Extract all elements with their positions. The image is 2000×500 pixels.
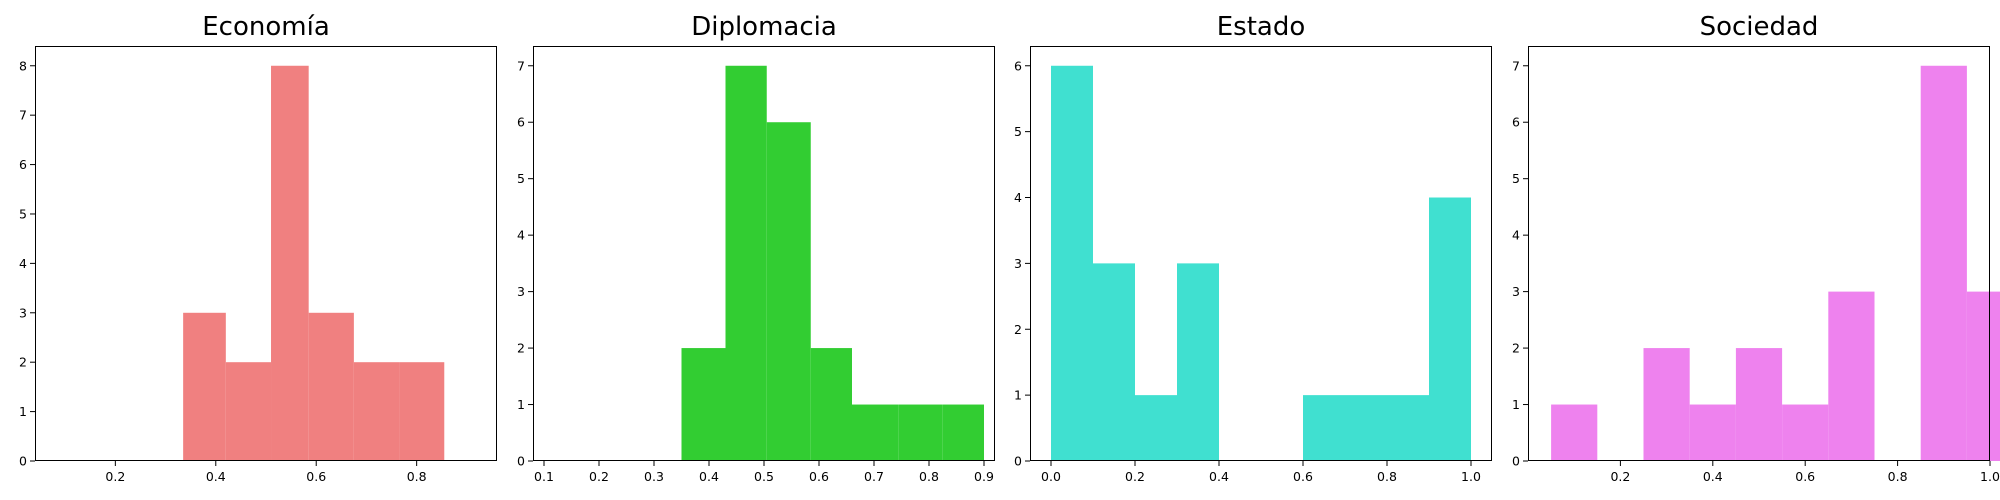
- y-tick-label: 7: [19, 108, 27, 123]
- y-tick-label: 5: [517, 171, 525, 186]
- histogram-bar: [1828, 291, 1875, 461]
- histogram-bar: [898, 404, 943, 461]
- histogram-bar: [852, 404, 899, 461]
- subplot-3: Estado 0.0 0.2 0.4 0.6 0.8 1.0 0 1 2 3 4 5 6: [1014, 12, 1492, 484]
- x-tick-label: 0.6: [1293, 469, 1313, 484]
- axes-frame: [35, 46, 497, 461]
- histogram-bar: [1735, 348, 1783, 461]
- y-tick-label: 0: [517, 454, 525, 469]
- histogram-bar: [399, 362, 445, 461]
- subplot-title: Diplomacia: [691, 12, 837, 42]
- histogram-bar: [1345, 395, 1387, 461]
- x-tick-label: 0.8: [1377, 469, 1397, 484]
- histogram-bar: [1920, 65, 1967, 461]
- y-tick-label: 2: [1512, 341, 1520, 356]
- y-tick-label: 5: [19, 206, 27, 221]
- histogram-bar: [1387, 395, 1429, 461]
- histogram-bar: [308, 312, 354, 461]
- x-tick-label: 0.6: [306, 469, 326, 484]
- histogram-bar: [810, 348, 852, 461]
- x-tick-label: 1.0: [1461, 469, 1481, 484]
- axes-frame: [1528, 46, 1990, 461]
- subplot-title: Economía: [202, 12, 330, 42]
- x-tick-label: 0.0: [1041, 469, 1061, 484]
- x-tick-label: 0.2: [1125, 469, 1145, 484]
- histogram-bar: [1093, 263, 1135, 461]
- x-tick-label: 0.8: [919, 469, 939, 484]
- histogram-bar: [1551, 404, 1598, 461]
- histogram-bar: [1689, 404, 1736, 461]
- x-tick-label: 0.1: [534, 469, 554, 484]
- y-tick-label: 4: [19, 256, 27, 271]
- y-tick-label: 1: [19, 404, 27, 419]
- histogram-bar: [183, 312, 226, 461]
- x-tick-label: 0.2: [105, 469, 125, 484]
- histogram-bar: [1303, 395, 1345, 461]
- y-tick-label: 4: [1014, 190, 1022, 205]
- axes-frame: [1030, 46, 1492, 461]
- x-tick-label: 1.0: [1980, 469, 2000, 484]
- y-tick-label: 5: [1512, 171, 1520, 186]
- histogram-bar: [271, 65, 309, 461]
- x-tick-label: 0.2: [589, 469, 609, 484]
- histogram-bar: [942, 404, 984, 461]
- x-tick-label: 0.4: [206, 469, 226, 484]
- x-tick-label: 0.2: [1610, 469, 1630, 484]
- y-tick-label: 4: [1512, 228, 1520, 243]
- y-tick-label: 2: [19, 355, 27, 370]
- subplot-4: Sociedad 0.2 0.4 0.6 0.8 1.0 0 1 2 3 4 5 6 7: [1512, 12, 2000, 484]
- x-tick-label: 0.4: [699, 469, 719, 484]
- x-tick-label: 0.4: [1209, 469, 1229, 484]
- y-tick-label: 1: [1512, 397, 1520, 412]
- histogram-bar: [766, 122, 811, 461]
- y-tick-label: 3: [1512, 284, 1520, 299]
- y-tick-label: 6: [517, 115, 525, 130]
- histogram-bar: [225, 362, 272, 461]
- histogram-bar: [1966, 291, 2000, 461]
- y-tick-label: 0: [1512, 454, 1520, 469]
- y-tick-label: 2: [1014, 322, 1022, 337]
- histogram-bar: [681, 348, 726, 461]
- y-tick-label: 0: [19, 454, 27, 469]
- y-tick-label: 4: [517, 228, 525, 243]
- subplot-2: Diplomacia 0.1 0.2 0.3 0.4 0.5 0.6 0.7 0.8 0.9 0 1 2…: [517, 12, 995, 484]
- histogram-bar: [1643, 348, 1690, 461]
- x-tick-label: 0.8: [1888, 469, 1908, 484]
- histogram-bar: [1429, 197, 1471, 461]
- x-tick-label: 0.5: [754, 469, 774, 484]
- x-tick-label: 0.8: [407, 469, 427, 484]
- y-tick-label: 1: [517, 397, 525, 412]
- y-tick-label: 5: [1014, 124, 1022, 139]
- x-tick-label: 0.3: [644, 469, 664, 484]
- y-tick-label: 3: [517, 284, 525, 299]
- histogram-bar: [1051, 65, 1093, 461]
- y-tick-label: 3: [19, 305, 27, 320]
- y-tick-label: 6: [1014, 58, 1022, 73]
- y-tick-label: 0: [1014, 454, 1022, 469]
- axes-frame: [533, 46, 995, 461]
- x-tick-label: 0.9: [974, 469, 994, 484]
- y-tick-label: 2: [517, 341, 525, 356]
- subplot-title: Sociedad: [1700, 12, 1819, 42]
- histogram-bar: [725, 65, 767, 461]
- subplot-title: Estado: [1217, 12, 1306, 42]
- histogram-bar: [1135, 395, 1177, 461]
- y-tick-label: 6: [19, 157, 27, 172]
- y-tick-label: 7: [1512, 58, 1520, 73]
- y-tick-label: 8: [19, 58, 27, 73]
- x-tick-label: 0.6: [809, 469, 829, 484]
- x-tick-label: 0.4: [1703, 469, 1723, 484]
- y-tick-label: 1: [1014, 388, 1022, 403]
- y-tick-label: 3: [1014, 256, 1022, 271]
- x-tick-label: 0.7: [864, 469, 884, 484]
- y-tick-label: 7: [517, 58, 525, 73]
- histogram-bar: [1177, 263, 1219, 461]
- y-tick-label: 6: [1512, 115, 1520, 130]
- histogram-bar: [1782, 404, 1829, 461]
- subplot-1: Economía 0.2 0.4 0.6 0.8 0 1 2 3 4 5 6 7 8: [19, 12, 497, 484]
- x-tick-label: 0.6: [1795, 469, 1815, 484]
- histogram-bar: [353, 362, 400, 461]
